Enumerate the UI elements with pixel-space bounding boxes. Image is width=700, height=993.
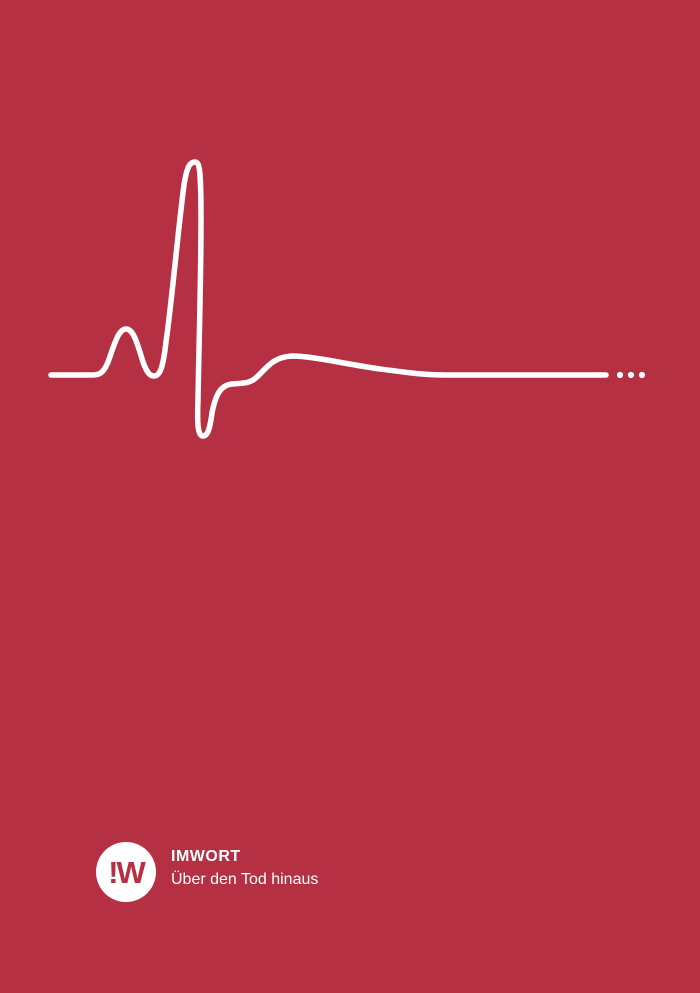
brand-name: IMWORT	[171, 848, 241, 865]
brand-block: !W IMWORT Über den Tod hinaus	[96, 842, 416, 902]
ellipsis-dot	[627, 371, 635, 379]
ecg-trace	[48, 159, 609, 439]
logo-text: !W	[108, 855, 146, 890]
ellipsis-dot	[638, 371, 646, 379]
brand-tagline: Über den Tod hinaus	[171, 871, 319, 888]
imwort-logo-icon: !W	[96, 842, 156, 902]
ellipsis-dot	[616, 371, 624, 379]
